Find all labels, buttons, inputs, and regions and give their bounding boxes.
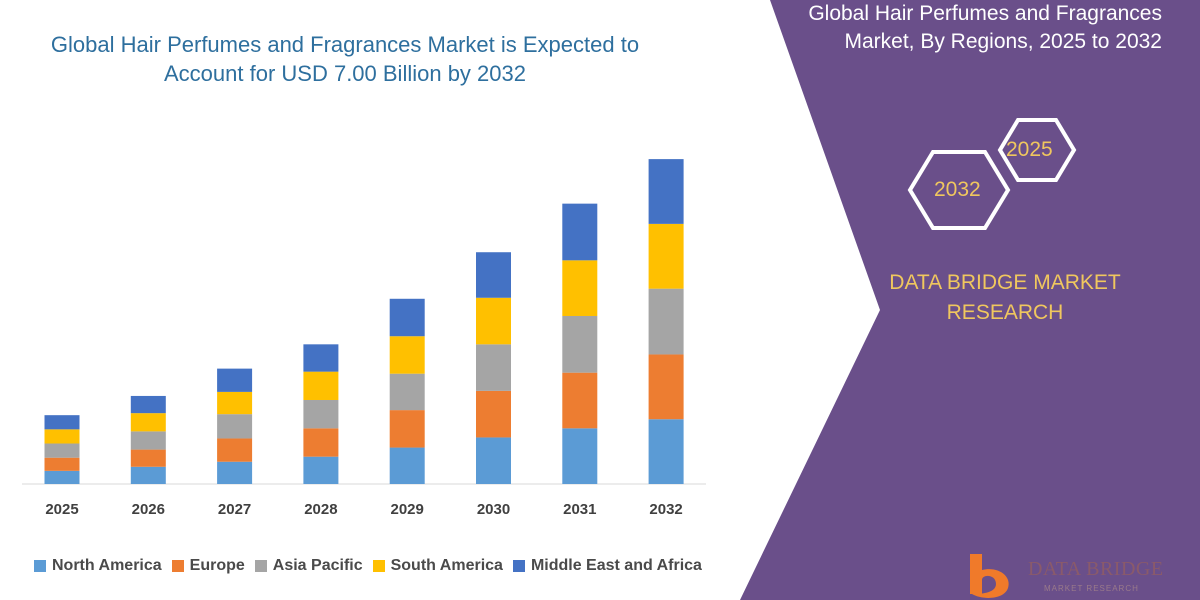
hex-label-2032: 2032	[934, 178, 981, 201]
chart-title-line-2: Account for USD 7.00 Billion by 2032	[164, 61, 526, 86]
bar-2032-series-0	[648, 419, 684, 484]
bar-2029-series-2	[389, 373, 425, 411]
bar-2027-series-3	[217, 391, 253, 415]
bar-2030-series-0	[476, 437, 511, 484]
bar-2029-series-1	[389, 410, 425, 448]
panel-title-line-1: Global Hair Perfumes and Fragrances	[808, 2, 1162, 25]
legend-swatch	[34, 560, 46, 572]
hexagon-2025-icon	[997, 118, 1077, 182]
bar-2028-series-4	[303, 344, 339, 372]
data-bridge-logo	[970, 554, 1009, 598]
legend-label: Europe	[189, 557, 245, 574]
bar-2029-series-3	[389, 336, 425, 374]
bar-2026-series-4	[130, 395, 166, 414]
stacked-bar-chart: 2025 2026 2027 2028 2029 2030 2031 2032	[22, 159, 706, 518]
bar-2027-series-4	[217, 368, 253, 392]
legend-swatch	[171, 560, 184, 572]
legend-swatch	[512, 560, 525, 572]
bar-2031-series-2	[562, 315, 598, 373]
chart-legend: North America Europe Asia Pacific South Ame…	[34, 556, 712, 576]
x-tick-label: 2031	[563, 501, 596, 518]
legend-item: Middle East and Africa	[512, 557, 702, 575]
logo-name: DATA BRIDGE	[1028, 558, 1164, 580]
x-tick-label: 2030	[477, 501, 510, 518]
bar-2025-series-1	[44, 457, 80, 471]
panel-shape	[740, 0, 1200, 600]
bar-2030-series-4	[476, 252, 511, 298]
legend-swatch	[254, 560, 267, 572]
bar-2030-series-2	[476, 344, 511, 391]
logo-tagline: MARKET RESEARCH	[1044, 584, 1139, 593]
legend-item: Asia Pacific	[254, 557, 363, 575]
x-tick-label: 2028	[304, 501, 337, 518]
legend-label: Asia Pacific	[272, 557, 363, 574]
panel-title-line-2: Market, By Regions, 2025 to 2032	[844, 30, 1162, 53]
bar-2028-series-1	[303, 428, 339, 457]
bar-2032-series-4	[648, 159, 684, 224]
bar-2026-series-1	[130, 449, 166, 467]
bar-2031-series-3	[562, 260, 598, 316]
bar-2028-series-2	[303, 399, 339, 429]
bar-2027-series-0	[217, 461, 253, 484]
hex-label-2025: 2025	[1006, 138, 1053, 161]
x-tick-label: 2025	[45, 501, 78, 518]
legend-label: Middle East and Africa	[530, 557, 702, 574]
bar-2032-series-2	[648, 288, 684, 355]
bar-2031-series-1	[562, 372, 598, 429]
bar-2027-series-2	[217, 414, 253, 439]
x-tick-label: 2026	[132, 501, 165, 518]
bar-2032-series-3	[648, 223, 684, 289]
bar-2026-series-0	[130, 466, 166, 484]
bar-2027-series-1	[217, 438, 253, 462]
legend-label: North America	[52, 557, 162, 574]
panel-title: Global Hair Perfumes and Fragrances Mark…	[742, 0, 1162, 56]
legend-item: North America	[34, 557, 162, 575]
bar-2030-series-1	[476, 390, 511, 438]
brand-name: DATA BRIDGE MARKET RESEARCH	[880, 268, 1130, 328]
brand-line-1: DATA BRIDGE MARKET	[889, 271, 1121, 294]
bar-2025-series-3	[44, 429, 80, 444]
legend-item: South America	[372, 557, 503, 575]
bar-2029-series-0	[389, 447, 425, 484]
bar-2031-series-0	[562, 428, 598, 484]
bar-2026-series-3	[130, 413, 166, 432]
bar-2025-series-0	[44, 470, 80, 484]
legend-label: South America	[390, 557, 503, 574]
bar-2030-series-3	[476, 297, 511, 345]
legend-swatch	[372, 560, 385, 572]
brand-line-2: RESEARCH	[946, 301, 1064, 324]
hexagon-2032-icon	[907, 150, 1011, 230]
bar-2032-series-1	[648, 354, 684, 420]
x-tick-label: 2032	[649, 501, 682, 518]
x-tick-label: 2029	[391, 501, 424, 518]
bar-2028-series-0	[303, 456, 339, 484]
bar-2031-series-4	[562, 203, 598, 261]
logo-mark-icon	[970, 554, 1009, 598]
bar-2025-series-4	[44, 415, 80, 430]
bar-2029-series-4	[389, 298, 425, 337]
legend-item: Europe	[171, 557, 245, 575]
bar-2028-series-3	[303, 371, 339, 400]
bar-2026-series-2	[130, 431, 166, 450]
bar-2025-series-2	[44, 443, 80, 458]
chart-title-line-1: Global Hair Perfumes and Fragrances Mark…	[50, 32, 640, 57]
x-tick-label: 2027	[218, 501, 251, 518]
chart-title: Global Hair Perfumes and Fragrances Mark…	[0, 30, 690, 88]
